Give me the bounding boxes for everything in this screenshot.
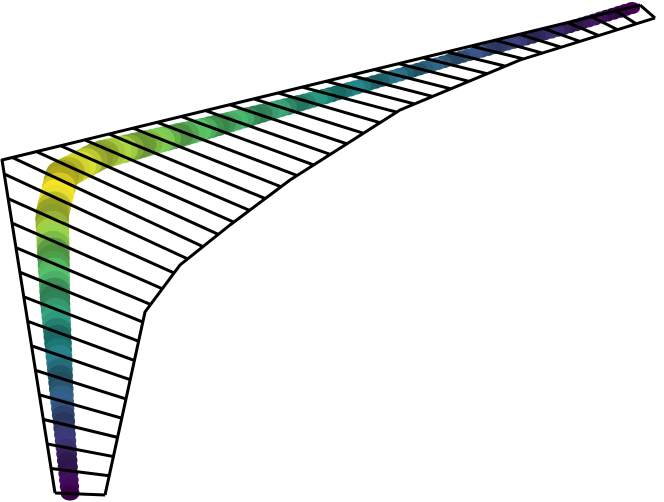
wireframe-ribbon <box>0 3 656 497</box>
ribbon-rung <box>253 97 364 135</box>
ribbon-rung <box>518 32 562 49</box>
ribbon-rung <box>349 73 434 98</box>
ribbon-rung <box>84 138 251 212</box>
ribbon-rung <box>156 120 298 177</box>
ribbon-rung <box>59 144 235 224</box>
ribbon-rung <box>301 85 398 114</box>
ribbon-rung <box>132 126 282 189</box>
ribbon-rung <box>422 56 488 76</box>
ribbon-rung <box>15 246 152 306</box>
ribbon-rung <box>11 221 163 291</box>
ribbon-rung <box>615 9 638 26</box>
ribbon-rung <box>7 197 175 275</box>
ribbon-rung <box>50 466 110 478</box>
ribbon-rung <box>446 50 506 68</box>
ribbon-rung <box>42 417 118 439</box>
ribbon-rung <box>398 62 470 83</box>
ribbon-rung <box>35 368 127 401</box>
ribbon-rung <box>639 3 656 20</box>
ribbon-rung <box>54 491 106 497</box>
ribbon-rung <box>229 103 348 146</box>
ribbon-rung <box>27 319 135 362</box>
ribbon-rung <box>542 27 581 43</box>
ribbon-rung <box>38 393 123 420</box>
ribbon-rung <box>374 68 452 91</box>
ribbon-rung <box>35 150 219 236</box>
ribbon-rung <box>566 21 600 37</box>
ribbon-rung <box>46 442 114 459</box>
ribbon-rung <box>325 79 415 106</box>
ribbon-rung <box>180 115 315 167</box>
ribbon-rung <box>11 156 204 248</box>
ribbon-rung <box>494 38 543 55</box>
ribbon-rung <box>108 132 266 200</box>
ribbon-rung <box>23 295 140 343</box>
ribbon-inner-edge <box>103 16 656 496</box>
ribbon-rung <box>277 91 381 125</box>
ribbon-rung <box>19 270 144 324</box>
ribbon-rung <box>204 109 331 156</box>
ribbon-rung <box>591 15 619 32</box>
ribbon-rung <box>3 172 189 261</box>
ribbon-rung <box>31 344 131 382</box>
ribbon-outer-edge <box>0 3 641 494</box>
ribbon-rung <box>470 44 524 61</box>
